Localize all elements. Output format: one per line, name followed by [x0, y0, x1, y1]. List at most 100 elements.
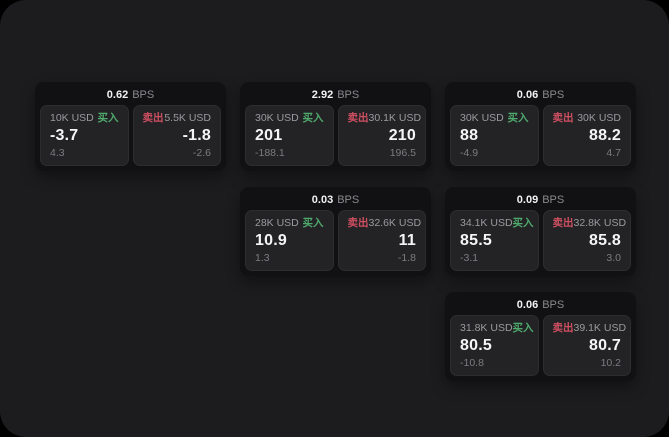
sell-delta: 10.2 — [600, 357, 621, 369]
card-header: 2.92 BPS — [245, 86, 426, 105]
sell-price: 11 — [398, 232, 416, 249]
buy-panel-top: 34.1K USD 买入 — [460, 217, 534, 230]
buy-price: 88 — [460, 127, 479, 144]
sell-price: 88.2 — [589, 127, 621, 144]
bps-unit-label: BPS — [337, 194, 360, 206]
sell-delta: 3.0 — [606, 252, 621, 264]
sell-panel-top: 卖出 30.1K USD — [347, 112, 422, 125]
buy-badge[interactable]: 买入 — [97, 112, 119, 124]
quote-card: 2.92 BPS 30K USD 买入 201 -188.1 卖出 30.1K … — [240, 82, 431, 171]
quote-card: 0.06 BPS 30K USD 买入 88 -4.9 卖出 30K USD 8… — [445, 82, 636, 171]
buy-badge[interactable]: 买入 — [512, 217, 534, 229]
sell-price: -1.8 — [182, 127, 211, 144]
sell-badge[interactable]: 卖出 — [552, 322, 574, 334]
sell-panel-top: 卖出 5.5K USD — [143, 112, 212, 125]
bps-value: 2.92 — [311, 89, 334, 101]
sell-amount: 5.5K USD — [164, 112, 211, 124]
buy-badge[interactable]: 买入 — [512, 322, 534, 334]
panels-row: 28K USD 买入 10.9 1.3 卖出 32.6K USD 11 -1.8 — [245, 210, 426, 271]
buy-badge[interactable]: 买入 — [302, 112, 324, 124]
panels-row: 31.8K USD 买入 80.5 -10.8 卖出 39.1K USD 80.… — [450, 315, 631, 376]
sell-delta: -1.8 — [397, 252, 416, 264]
buy-amount: 31.8K USD — [460, 322, 513, 334]
sell-panel-top: 卖出 30K USD — [553, 112, 622, 125]
card-header: 0.62 BPS — [40, 86, 221, 105]
sell-delta: 196.5 — [389, 147, 416, 159]
buy-panel[interactable]: 34.1K USD 买入 85.5 -3.1 — [450, 210, 539, 271]
panels-row: 10K USD 买入 -3.7 4.3 卖出 5.5K USD -1.8 -2.… — [40, 105, 221, 166]
sell-amount: 32.8K USD — [573, 217, 627, 229]
sell-amount: 39.1K USD — [573, 322, 627, 334]
bps-value: 0.06 — [516, 89, 539, 101]
buy-panel-top: 31.8K USD 买入 — [460, 322, 534, 335]
sell-panel[interactable]: 卖出 30K USD 88.2 4.7 — [542, 105, 631, 166]
sell-amount: 32.6K USD — [368, 217, 422, 229]
bps-value: 0.03 — [311, 194, 334, 206]
buy-delta: -4.9 — [460, 147, 479, 159]
sell-amount: 30K USD — [577, 112, 621, 124]
buy-badge[interactable]: 买入 — [507, 112, 529, 124]
quote-card: 0.09 BPS 34.1K USD 买入 85.5 -3.1 卖出 32.8K… — [445, 187, 636, 276]
card-header: 0.06 BPS — [450, 296, 631, 315]
bps-value: 0.62 — [106, 89, 129, 101]
panels-row: 30K USD 买入 201 -188.1 卖出 30.1K USD 210 1… — [245, 105, 426, 166]
card-header: 0.06 BPS — [450, 86, 631, 105]
bps-unit-label: BPS — [337, 89, 360, 101]
buy-price: -3.7 — [50, 127, 79, 144]
sell-price: 80.7 — [589, 337, 621, 354]
panels-row: 30K USD 买入 88 -4.9 卖出 30K USD 88.2 4.7 — [450, 105, 631, 166]
buy-amount: 10K USD — [50, 112, 94, 124]
bps-unit-label: BPS — [132, 89, 155, 101]
card-header: 0.09 BPS — [450, 191, 631, 210]
buy-delta: -188.1 — [255, 147, 285, 159]
sell-delta: -2.6 — [192, 147, 211, 159]
buy-panel[interactable]: 30K USD 买入 201 -188.1 — [245, 105, 334, 166]
sell-panel[interactable]: 卖出 39.1K USD 80.7 10.2 — [542, 315, 631, 376]
buy-delta: 1.3 — [255, 252, 270, 264]
buy-amount: 30K USD — [255, 112, 299, 124]
buy-panel-top: 30K USD 买入 — [460, 112, 529, 125]
buy-amount: 30K USD — [460, 112, 504, 124]
buy-amount: 28K USD — [255, 217, 299, 229]
bps-unit-label: BPS — [542, 89, 565, 101]
buy-delta: -10.8 — [460, 357, 484, 369]
buy-panel-top: 30K USD 买入 — [255, 112, 324, 125]
card-header: 0.03 BPS — [245, 191, 426, 210]
bps-value: 0.06 — [516, 299, 539, 311]
sell-badge[interactable]: 卖出 — [347, 217, 369, 229]
sell-panel-top: 卖出 32.8K USD — [552, 217, 627, 230]
buy-panel[interactable]: 30K USD 买入 88 -4.9 — [450, 105, 539, 166]
sell-panel-top: 卖出 32.6K USD — [347, 217, 422, 230]
sell-price: 85.8 — [589, 232, 621, 249]
buy-panel-top: 28K USD 买入 — [255, 217, 324, 230]
buy-badge[interactable]: 买入 — [302, 217, 324, 229]
buy-price: 85.5 — [460, 232, 492, 249]
sell-panel[interactable]: 卖出 32.8K USD 85.8 3.0 — [542, 210, 631, 271]
buy-panel[interactable]: 31.8K USD 买入 80.5 -10.8 — [450, 315, 539, 376]
sell-amount: 30.1K USD — [368, 112, 422, 124]
cards-grid: 0.62 BPS 10K USD 买入 -3.7 4.3 卖出 5.5K USD… — [35, 82, 636, 381]
buy-panel[interactable]: 10K USD 买入 -3.7 4.3 — [40, 105, 129, 166]
quote-card: 0.06 BPS 31.8K USD 买入 80.5 -10.8 卖出 39.1… — [445, 292, 636, 381]
buy-delta: 4.3 — [50, 147, 65, 159]
quote-card: 0.62 BPS 10K USD 买入 -3.7 4.3 卖出 5.5K USD… — [35, 82, 226, 171]
quote-card: 0.03 BPS 28K USD 买入 10.9 1.3 卖出 32.6K US… — [240, 187, 431, 276]
sell-badge[interactable]: 卖出 — [142, 112, 164, 124]
sell-panel[interactable]: 卖出 32.6K USD 11 -1.8 — [337, 210, 426, 271]
bps-unit-label: BPS — [542, 299, 565, 311]
buy-price: 201 — [255, 127, 283, 144]
buy-panel-top: 10K USD 买入 — [50, 112, 119, 125]
sell-panel[interactable]: 卖出 5.5K USD -1.8 -2.6 — [132, 105, 221, 166]
buy-price: 10.9 — [255, 232, 287, 249]
bps-unit-label: BPS — [542, 194, 565, 206]
buy-delta: -3.1 — [460, 252, 479, 264]
sell-badge[interactable]: 卖出 — [347, 112, 369, 124]
sell-price: 210 — [388, 127, 416, 144]
buy-panel[interactable]: 28K USD 买入 10.9 1.3 — [245, 210, 334, 271]
sell-badge[interactable]: 卖出 — [552, 112, 574, 124]
buy-amount: 34.1K USD — [460, 217, 513, 229]
sell-badge[interactable]: 卖出 — [552, 217, 574, 229]
sell-panel[interactable]: 卖出 30.1K USD 210 196.5 — [337, 105, 426, 166]
panels-row: 34.1K USD 买入 85.5 -3.1 卖出 32.8K USD 85.8… — [450, 210, 631, 271]
